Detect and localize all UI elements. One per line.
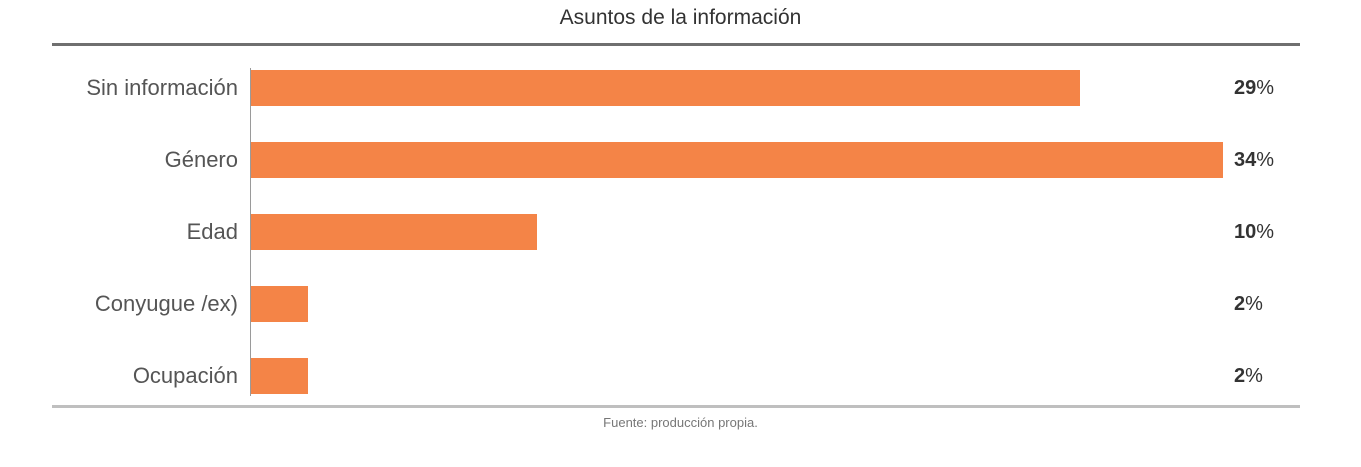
category-label: Ocupación xyxy=(132,363,238,388)
category-label: Conyugue /ex) xyxy=(94,291,238,316)
category-label: Sin información xyxy=(86,75,238,100)
value-label: 34% xyxy=(1234,149,1275,171)
category-label: Edad xyxy=(186,219,238,244)
value-label: 2% xyxy=(1234,365,1263,387)
bar xyxy=(251,358,308,394)
chart-title: Asuntos de la información xyxy=(559,6,802,29)
value-label: 29% xyxy=(1234,77,1275,99)
bottom-rule xyxy=(52,405,1300,408)
category-axis-line xyxy=(250,68,251,396)
bar xyxy=(251,214,537,250)
bar xyxy=(251,70,1080,106)
bar xyxy=(251,142,1223,178)
category-label: Género xyxy=(164,147,238,172)
bar xyxy=(251,286,308,322)
value-label: 10% xyxy=(1234,221,1275,243)
value-label: 2% xyxy=(1234,293,1263,315)
source-note: Fuente: producción propia. xyxy=(603,415,758,430)
top-rule xyxy=(52,43,1300,46)
